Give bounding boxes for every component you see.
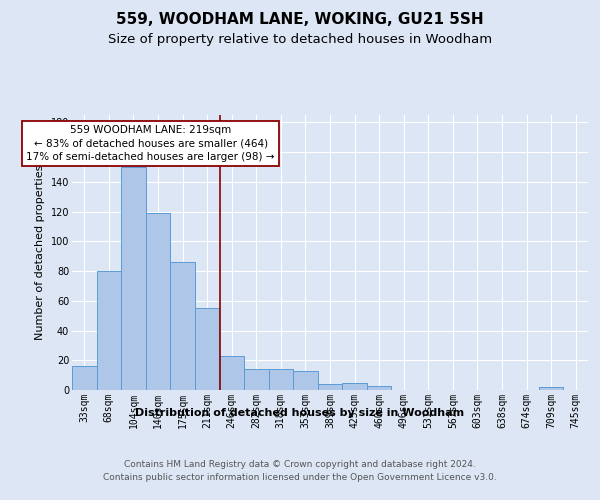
Bar: [539, 387, 563, 390]
Text: Distribution of detached houses by size in Woodham: Distribution of detached houses by size …: [136, 408, 464, 418]
Bar: [195, 308, 220, 390]
Bar: [318, 384, 342, 390]
Text: 559 WOODHAM LANE: 219sqm
← 83% of detached houses are smaller (464)
17% of semi-: 559 WOODHAM LANE: 219sqm ← 83% of detach…: [26, 126, 275, 162]
Bar: [342, 382, 367, 390]
Bar: [220, 356, 244, 390]
Bar: [269, 369, 293, 390]
Text: Size of property relative to detached houses in Woodham: Size of property relative to detached ho…: [108, 32, 492, 46]
Bar: [293, 370, 318, 390]
Bar: [97, 271, 121, 390]
Bar: [170, 262, 195, 390]
Bar: [72, 366, 97, 390]
Bar: [367, 386, 391, 390]
Bar: [244, 369, 269, 390]
Bar: [146, 213, 170, 390]
Text: Contains HM Land Registry data © Crown copyright and database right 2024.
Contai: Contains HM Land Registry data © Crown c…: [103, 460, 497, 482]
Text: 559, WOODHAM LANE, WOKING, GU21 5SH: 559, WOODHAM LANE, WOKING, GU21 5SH: [116, 12, 484, 28]
Y-axis label: Number of detached properties: Number of detached properties: [35, 165, 45, 340]
Bar: [121, 167, 146, 390]
